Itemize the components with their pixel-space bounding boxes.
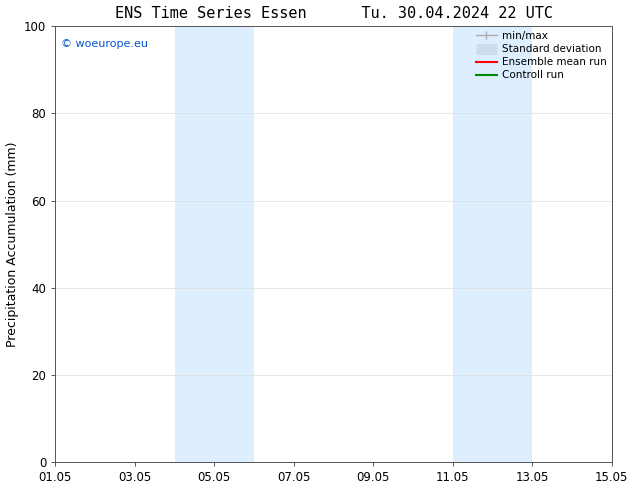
Bar xyxy=(174,26,254,463)
Y-axis label: Precipitation Accumulation (mm): Precipitation Accumulation (mm) xyxy=(6,142,18,347)
Bar xyxy=(453,26,533,463)
Title: ENS Time Series Essen      Tu. 30.04.2024 22 UTC: ENS Time Series Essen Tu. 30.04.2024 22 … xyxy=(115,5,553,21)
Legend: min/max, Standard deviation, Ensemble mean run, Controll run: min/max, Standard deviation, Ensemble me… xyxy=(476,31,607,80)
Text: © woeurope.eu: © woeurope.eu xyxy=(61,39,148,49)
